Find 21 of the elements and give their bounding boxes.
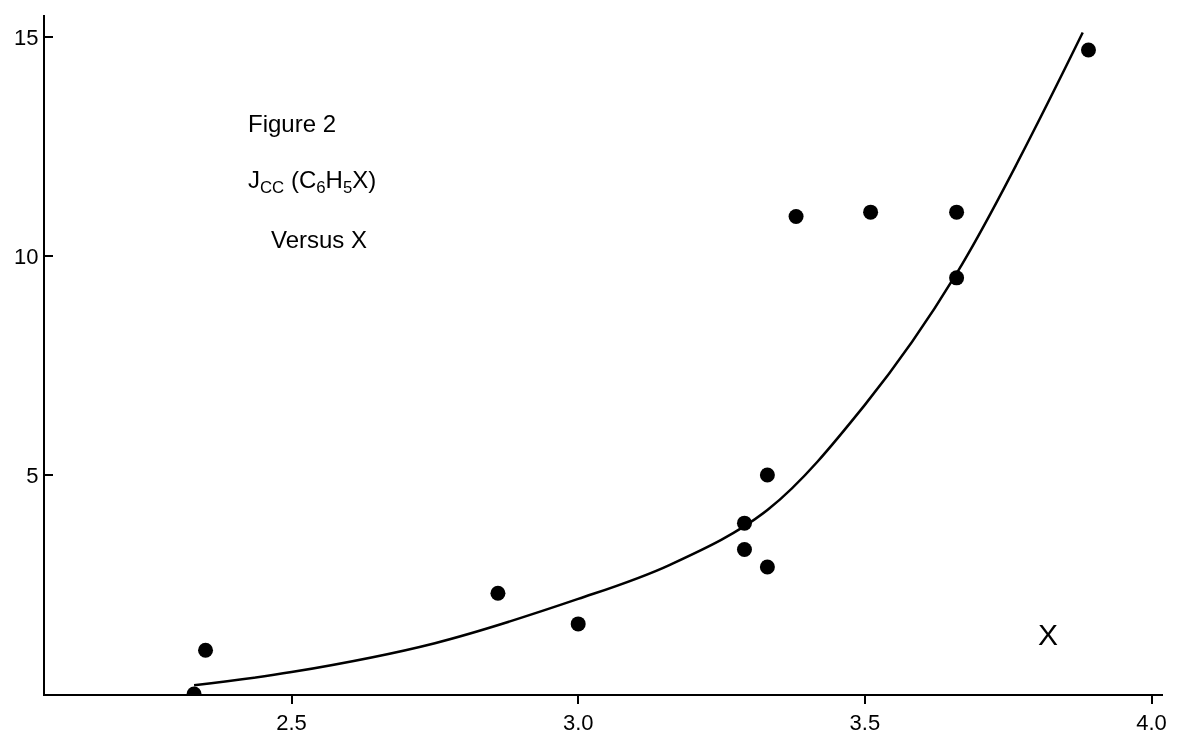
point — [736, 541, 752, 557]
y-tick-label: 15 — [14, 24, 39, 50]
point — [949, 204, 965, 220]
annotation: Figure 2 — [248, 110, 337, 137]
point — [759, 559, 775, 575]
y-tick-label: 5 — [26, 462, 39, 488]
x-tick-label: 2.5 — [276, 710, 307, 736]
point — [788, 209, 804, 224]
point — [570, 616, 586, 632]
point — [759, 467, 775, 483]
x-tick-label: 4.0 — [1136, 710, 1167, 736]
x-tick-label: 3.0 — [562, 710, 594, 736]
annotation: J$_{CC}$ (C$_{6}$H$_{5}$X) — [248, 166, 377, 198]
point — [198, 642, 214, 658]
point — [863, 204, 879, 220]
x-axis-title: X — [1038, 618, 1059, 651]
point — [1080, 42, 1096, 58]
point — [490, 585, 506, 601]
x-tick-label: 3.5 — [849, 710, 881, 736]
annotation: Versus X — [271, 226, 368, 253]
y-tick-label: 10 — [14, 243, 39, 269]
